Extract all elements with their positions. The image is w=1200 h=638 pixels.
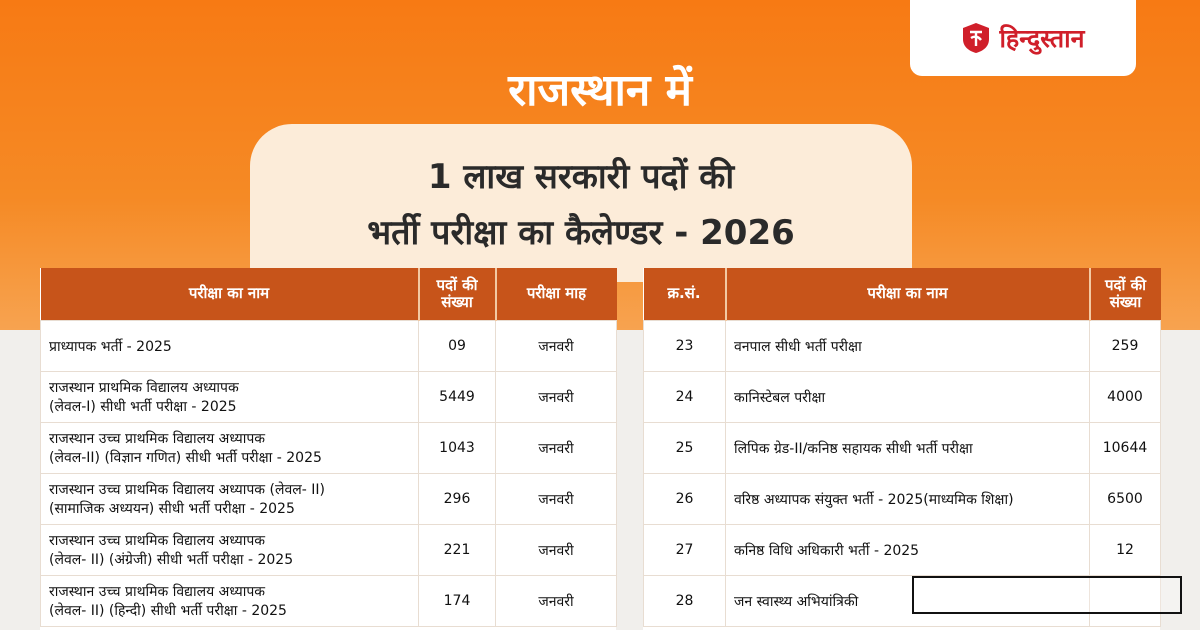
exam-name-cell: राजस्थान प्राथमिक विद्यालय अध्यापक (लेवल-…	[40, 371, 419, 423]
column-header-posts: पदों की संख्या	[1089, 268, 1161, 321]
right-exam-table: क्र.सं. परीक्षा का नाम पदों की संख्या 23…	[643, 268, 1161, 627]
table-row: प्राध्यापक भर्ती - 2025 09 जनवरी	[40, 320, 617, 372]
table-row: राजस्थान उच्च प्राथमिक विद्यालय अध्यापक (…	[40, 524, 617, 576]
exam-name-cell: प्राध्यापक भर्ती - 2025	[40, 320, 419, 372]
posts-cell: 6500	[1089, 473, 1161, 525]
table-row: 25 लिपिक ग्रेड-II/कनिष्ठ सहायक सीधी भर्ती…	[643, 422, 1161, 474]
exam-name-cell: कनिष्ठ विधि अधिकारी भर्ती - 2025	[725, 524, 1090, 576]
exam-name-cell: राजस्थान उच्च प्राथमिक विद्यालय अध्यापक (…	[40, 524, 419, 576]
table-row: 26 वरिष्ठ अध्यापक संयुक्त भर्ती - 2025(मा…	[643, 473, 1161, 525]
column-header-exam-month: परीक्षा माह	[495, 268, 617, 321]
serial-number-cell: 27	[643, 524, 726, 576]
posts-cell: 10644	[1089, 422, 1161, 474]
hero-title: राजस्थान में	[508, 65, 692, 116]
table-row: राजस्थान उच्च प्राथमिक विद्यालय अध्यापक (…	[40, 575, 617, 627]
column-header-exam-name: परीक्षा का नाम	[40, 268, 420, 321]
posts-cell: 1043	[418, 422, 496, 474]
left-exam-table-panel: परीक्षा का नाम पदों की संख्या परीक्षा मा…	[40, 268, 617, 638]
column-header-exam-name: परीक्षा का नाम	[725, 268, 1091, 321]
exam-name-line-2: (सामाजिक अध्ययन) सीधी भर्ती परीक्षा - 20…	[49, 501, 295, 517]
exam-name-line-2: (लेवल- II) (हिन्दी) सीधी भर्ती परीक्षा -…	[49, 603, 287, 619]
headline-line-2: भर्ती परीक्षा का कैलेण्डर - 2026	[367, 213, 795, 253]
exam-name-line-1: प्राध्यापक भर्ती - 2025	[49, 338, 172, 355]
exam-name-line-1: राजस्थान प्राथमिक विद्यालय अध्यापक	[49, 380, 239, 396]
headline-line-1: 1 लाख सरकारी पदों की	[427, 157, 735, 197]
serial-number-cell: 26	[643, 473, 726, 525]
exam-month-cell: जनवरी	[495, 575, 617, 627]
exam-name-cell: राजस्थान उच्च प्राथमिक विद्यालय अध्यापक (…	[40, 422, 419, 474]
exam-name-line-2: (लेवल-I) सीधी भर्ती परीक्षा - 2025	[49, 399, 237, 415]
table-row: राजस्थान उच्च प्राथमिक विद्यालय अध्यापक (…	[40, 422, 617, 474]
exam-month-cell: जनवरी	[495, 524, 617, 576]
exam-name-cell: वरिष्ठ अध्यापक संयुक्त भर्ती - 2025(माध्…	[725, 473, 1090, 525]
left-exam-table: परीक्षा का नाम पदों की संख्या परीक्षा मा…	[40, 268, 617, 627]
exam-name-cell: राजस्थान उच्च प्राथमिक विद्यालय अध्यापक (…	[40, 575, 419, 627]
exam-name-cell: लिपिक ग्रेड-II/कनिष्ठ सहायक सीधी भर्ती प…	[725, 422, 1090, 474]
exam-month-cell: जनवरी	[495, 422, 617, 474]
exam-name-line-1: राजस्थान उच्च प्राथमिक विद्यालय अध्यापक	[49, 431, 266, 447]
serial-number-cell: 23	[643, 320, 726, 372]
posts-cell: 259	[1089, 320, 1161, 372]
posts-cell: 296	[418, 473, 496, 525]
column-header-serial-number: क्र.सं.	[643, 268, 727, 321]
posts-cell: 12	[1089, 524, 1161, 576]
exam-name-cell: कानिस्टेबल परीक्षा	[725, 371, 1090, 423]
posts-cell: 174	[418, 575, 496, 627]
table-header-row: परीक्षा का नाम पदों की संख्या परीक्षा मा…	[40, 268, 617, 321]
hindustan-emblem-icon	[963, 23, 990, 53]
table-row: 27 कनिष्ठ विधि अधिकारी भर्ती - 2025 12	[643, 524, 1161, 576]
table-row: राजस्थान उच्च प्राथमिक विद्यालय अध्यापक …	[40, 473, 617, 525]
table-row: 28 जन स्वास्थ्य अभियांत्रिकी	[643, 575, 1161, 627]
posts-cell: 5449	[418, 371, 496, 423]
exam-name-cell: वनपाल सीधी भर्ती परीक्षा	[725, 320, 1090, 372]
exam-name-cell: राजस्थान उच्च प्राथमिक विद्यालय अध्यापक …	[40, 473, 419, 525]
exam-month-cell: जनवरी	[495, 371, 617, 423]
exam-month-cell: जनवरी	[495, 320, 617, 372]
exam-month-cell: जनवरी	[495, 473, 617, 525]
hindustan-logo[interactable]: हिन्दुस्तान	[910, 0, 1136, 76]
serial-number-cell: 24	[643, 371, 726, 423]
exam-name-line-2: (लेवल-II) (विज्ञान गणित) सीधी भर्ती परीक…	[49, 450, 322, 466]
right-exam-table-panel: क्र.सं. परीक्षा का नाम पदों की संख्या 23…	[643, 268, 1161, 638]
posts-cell: 09	[418, 320, 496, 372]
posts-cell: 4000	[1089, 371, 1161, 423]
table-row: 23 वनपाल सीधी भर्ती परीक्षा 259	[643, 320, 1161, 372]
brand-name: हिन्दुस्तान	[999, 24, 1085, 53]
column-header-posts: पदों की संख्या	[418, 268, 497, 321]
exam-name-line-1: राजस्थान उच्च प्राथमिक विद्यालय अध्यापक	[49, 584, 266, 600]
table-row: राजस्थान प्राथमिक विद्यालय अध्यापक (लेवल-…	[40, 371, 617, 423]
serial-number-cell: 28	[643, 575, 726, 627]
posts-cell: 221	[418, 524, 496, 576]
table-header-row: क्र.सं. परीक्षा का नाम पदों की संख्या	[643, 268, 1161, 321]
posts-cell	[1089, 575, 1161, 627]
serial-number-cell: 25	[643, 422, 726, 474]
watermark-box	[912, 576, 1182, 614]
table-row: 24 कानिस्टेबल परीक्षा 4000	[643, 371, 1161, 423]
exam-name-line-2: (लेवल- II) (अंग्रेजी) सीधी भर्ती परीक्षा…	[49, 552, 294, 568]
headline-banner: 1 लाख सरकारी पदों की भर्ती परीक्षा का कै…	[250, 124, 912, 282]
exam-name-line-1: राजस्थान उच्च प्राथमिक विद्यालय अध्यापक …	[49, 482, 325, 498]
exam-name-line-1: राजस्थान उच्च प्राथमिक विद्यालय अध्यापक	[49, 533, 266, 549]
